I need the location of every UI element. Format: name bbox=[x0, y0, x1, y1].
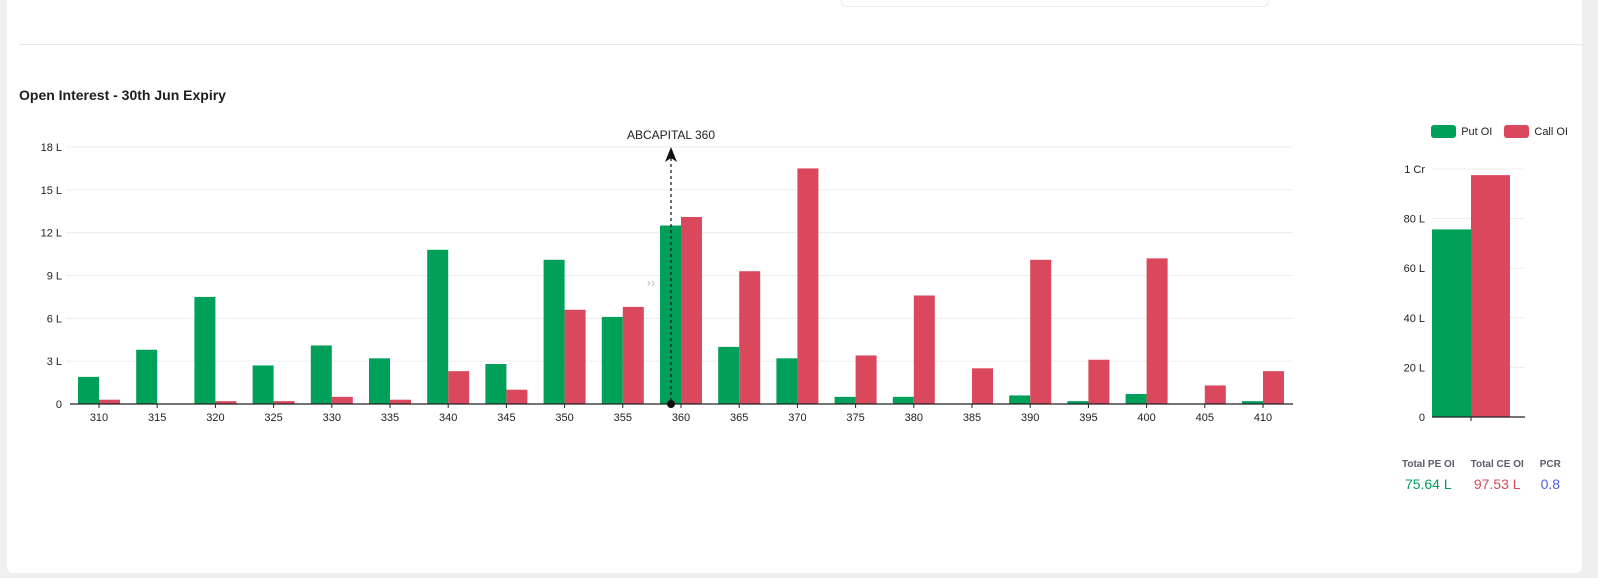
call-oi-bar bbox=[1263, 371, 1284, 404]
x-tick-label: 355 bbox=[614, 412, 632, 424]
spot-annotation-label: ABCAPITAL 360 bbox=[627, 128, 715, 142]
open-interest-card bbox=[7, 0, 1582, 573]
x-tick-label: 405 bbox=[1196, 412, 1214, 424]
call-oi-bar bbox=[331, 396, 353, 404]
legend-label-put: Put OI bbox=[1461, 125, 1493, 138]
put-oi-bar bbox=[776, 358, 798, 404]
x-tick-label: 315 bbox=[148, 412, 166, 424]
total-y-tick-label: 40 L bbox=[1404, 313, 1425, 325]
total-ce-stat: Total CE OI 97.53 L bbox=[1471, 459, 1524, 492]
put-oi-bar bbox=[252, 365, 274, 404]
call-oi-bar bbox=[390, 399, 411, 404]
spot-marker-dot bbox=[667, 400, 675, 408]
x-tick-label: 385 bbox=[963, 412, 981, 424]
x-tick-label: 330 bbox=[323, 412, 341, 424]
put-oi-bar bbox=[1242, 401, 1263, 404]
legend-swatch-put bbox=[1431, 125, 1457, 138]
call-oi-bar bbox=[972, 368, 993, 404]
put-oi-bar bbox=[310, 345, 332, 404]
y-tick-label: 6 L bbox=[47, 313, 62, 325]
drag-handle-icon: ›› bbox=[647, 275, 656, 290]
total-pe-value: 75.64 L bbox=[1404, 476, 1452, 492]
call-oi-bar bbox=[506, 389, 528, 404]
total-pe-label: Total PE OI bbox=[1402, 459, 1455, 470]
call-oi-bar bbox=[448, 371, 470, 404]
total-y-tick-label: 60 L bbox=[1404, 263, 1425, 275]
put-oi-bar bbox=[194, 296, 216, 404]
legend-item-put[interactable]: Put OI bbox=[1431, 125, 1492, 138]
y-tick-label: 3 L bbox=[47, 356, 62, 368]
total-y-tick-label: 0 bbox=[1419, 412, 1425, 424]
call-oi-bar bbox=[273, 401, 295, 404]
x-tick-label: 325 bbox=[264, 412, 282, 424]
call-oi-bar bbox=[622, 306, 644, 404]
legend-swatch-call bbox=[1504, 125, 1530, 138]
call-oi-bar bbox=[797, 168, 819, 404]
call-oi-bar bbox=[215, 401, 237, 404]
y-tick-label: 15 L bbox=[41, 185, 62, 197]
x-tick-label: 335 bbox=[381, 412, 399, 424]
x-tick-label: 350 bbox=[555, 412, 573, 424]
put-oi-bar bbox=[1125, 394, 1147, 404]
x-tick-label: 390 bbox=[1021, 412, 1039, 424]
oi-summary: Total PE OI 75.64 L Total CE OI 97.53 L … bbox=[1402, 459, 1561, 492]
call-oi-bar bbox=[1146, 258, 1168, 404]
total-y-tick-label: 80 L bbox=[1404, 214, 1425, 226]
total-y-tick-label: 20 L bbox=[1404, 362, 1425, 374]
legend-item-call[interactable]: Call OI bbox=[1504, 125, 1568, 138]
put-oi-bar bbox=[1067, 401, 1089, 404]
call-oi-bar bbox=[681, 216, 702, 404]
total-y-tick-label: 1 Cr bbox=[1404, 164, 1425, 176]
x-tick-label: 320 bbox=[206, 412, 224, 424]
x-tick-label: 370 bbox=[788, 412, 806, 424]
call-oi-bar bbox=[855, 355, 877, 404]
pcr-stat: PCR 0.8 bbox=[1540, 459, 1561, 492]
call-oi-bar bbox=[1030, 259, 1052, 404]
total-pe-stat: Total PE OI 75.64 L bbox=[1402, 459, 1455, 492]
y-tick-label: 18 L bbox=[41, 142, 62, 154]
total-put-oi-bar bbox=[1432, 229, 1471, 417]
put-oi-bar bbox=[834, 396, 856, 404]
section-divider bbox=[19, 44, 1584, 45]
y-tick-label: 12 L bbox=[41, 228, 62, 240]
spot-arrow-icon bbox=[665, 147, 677, 162]
x-tick-label: 340 bbox=[439, 412, 457, 424]
put-oi-bar bbox=[892, 396, 914, 404]
call-oi-bar bbox=[564, 309, 586, 404]
call-oi-bar bbox=[913, 295, 935, 404]
x-tick-label: 360 bbox=[672, 412, 690, 424]
call-oi-bar bbox=[1088, 359, 1110, 404]
y-tick-label: 9 L bbox=[47, 271, 62, 283]
put-oi-bar bbox=[718, 346, 740, 404]
chart-legend: Put OI Call OI bbox=[1431, 125, 1568, 138]
call-oi-bar bbox=[1204, 385, 1226, 404]
pcr-value: 0.8 bbox=[1540, 476, 1561, 492]
x-tick-label: 365 bbox=[730, 412, 748, 424]
put-oi-bar bbox=[601, 316, 623, 404]
total-ce-value: 97.53 L bbox=[1473, 476, 1521, 492]
pcr-label: PCR bbox=[1539, 459, 1561, 470]
x-tick-label: 310 bbox=[90, 412, 108, 424]
call-oi-bar bbox=[739, 271, 761, 404]
put-oi-bar bbox=[485, 364, 507, 404]
put-oi-bar bbox=[1009, 395, 1031, 404]
x-tick-label: 410 bbox=[1254, 412, 1272, 424]
y-tick-label: 0 bbox=[56, 399, 62, 411]
total-call-oi-bar bbox=[1471, 175, 1510, 417]
section-title: Open Interest - 30th Jun Expiry bbox=[19, 87, 226, 103]
x-tick-label: 345 bbox=[497, 412, 515, 424]
put-oi-bar bbox=[136, 349, 158, 404]
call-oi-bar bbox=[99, 399, 120, 404]
put-oi-bar bbox=[369, 358, 390, 404]
total-ce-label: Total CE OI bbox=[1470, 459, 1524, 470]
put-oi-bar bbox=[427, 249, 449, 404]
put-oi-bar bbox=[543, 259, 565, 404]
legend-label-call: Call OI bbox=[1534, 125, 1568, 138]
x-tick-label: 380 bbox=[905, 412, 923, 424]
x-tick-label: 395 bbox=[1079, 412, 1097, 424]
put-oi-bar bbox=[78, 376, 99, 404]
x-tick-label: 400 bbox=[1137, 412, 1155, 424]
x-tick-label: 375 bbox=[846, 412, 864, 424]
